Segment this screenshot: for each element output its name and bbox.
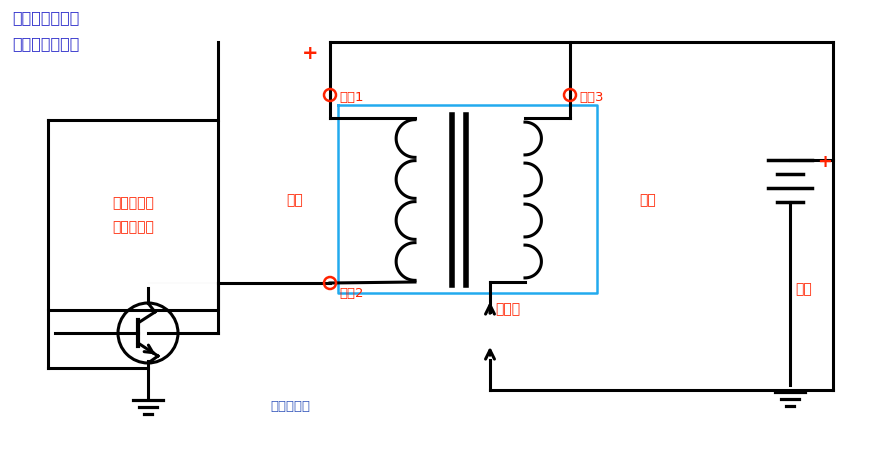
Text: 电池: 电池 (795, 282, 812, 296)
Text: 发动机电脑: 发动机电脑 (112, 220, 154, 234)
Text: 端子2: 端子2 (339, 287, 363, 300)
Text: 火花塞: 火花塞 (495, 302, 520, 316)
Text: 次级: 次级 (640, 193, 656, 207)
Text: 点火线圈电路图: 点火线圈电路图 (12, 36, 79, 51)
Text: 端子1: 端子1 (339, 91, 363, 104)
Text: 三线（线圈型）: 三线（线圈型） (12, 10, 79, 25)
Text: 车师傅电子: 车师傅电子 (270, 400, 310, 413)
Text: 初级: 初级 (286, 193, 304, 207)
Text: 点火模块或: 点火模块或 (112, 196, 154, 210)
Text: +: + (817, 153, 832, 171)
Text: +: + (301, 44, 318, 63)
Text: 端子3: 端子3 (579, 91, 603, 104)
